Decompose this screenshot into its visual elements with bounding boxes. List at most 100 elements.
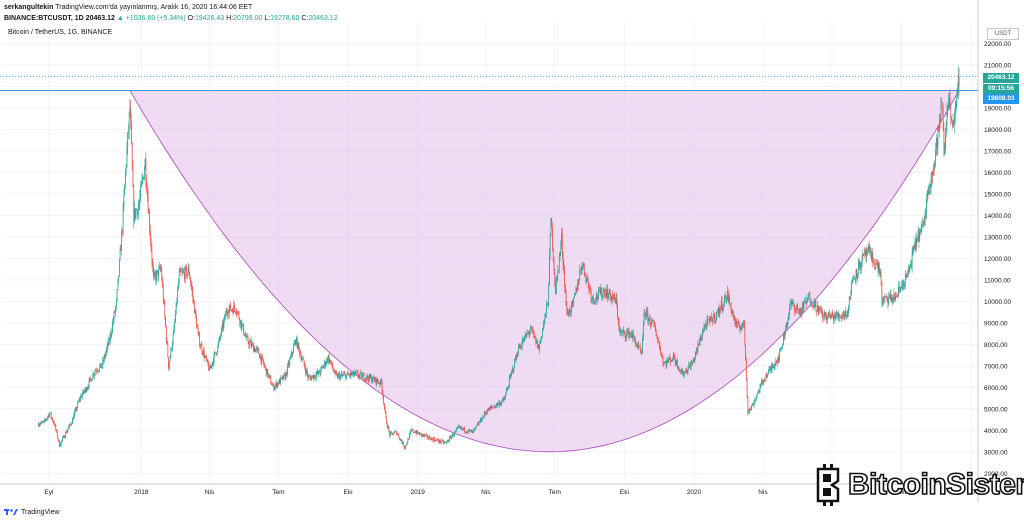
- candle: [603, 286, 605, 292]
- candle: [752, 403, 754, 407]
- candle: [847, 310, 849, 318]
- candle: [779, 348, 781, 352]
- currency-unit-button[interactable]: USDT: [987, 28, 1019, 40]
- y-tick-label: 10000.00: [984, 299, 1011, 306]
- cup-pattern-drawing[interactable]: [129, 90, 960, 453]
- candle: [545, 313, 547, 318]
- x-tick-label: Nis: [758, 489, 768, 496]
- candle: [530, 324, 531, 335]
- candle: [391, 431, 393, 436]
- candle: [784, 330, 786, 341]
- cup-shape[interactable]: [129, 90, 960, 453]
- y-tick-label: 22000.00: [984, 41, 1011, 48]
- candle: [456, 427, 458, 430]
- candle: [250, 336, 252, 350]
- candle: [234, 308, 236, 314]
- candle: [243, 333, 245, 337]
- candle: [641, 350, 643, 356]
- candle: [246, 333, 247, 341]
- candle: [281, 376, 283, 380]
- candle: [78, 399, 79, 404]
- candle: [358, 373, 360, 380]
- candle: [958, 68, 960, 96]
- candle: [885, 295, 887, 297]
- candle: [427, 436, 429, 441]
- candle: [617, 316, 619, 327]
- candle: [523, 337, 525, 343]
- candle: [562, 250, 564, 271]
- candle: [897, 292, 899, 298]
- candle: [249, 338, 251, 343]
- candle: [272, 383, 274, 388]
- candle: [628, 326, 630, 342]
- candle: [328, 351, 330, 364]
- candle: [552, 222, 553, 252]
- candle: [252, 342, 254, 347]
- candle: [725, 295, 727, 303]
- candle: [667, 357, 668, 364]
- candle: [679, 369, 681, 373]
- candle: [424, 433, 425, 438]
- price-axis[interactable]: 2000.00 3000.00 4000.00 5000.00 6000.00 7000.…: [984, 41, 1011, 478]
- candle: [776, 359, 777, 365]
- candle: [893, 288, 895, 303]
- candle: [691, 359, 693, 365]
- candle: [616, 293, 618, 308]
- candle: [395, 430, 397, 433]
- candle: [935, 134, 937, 157]
- candle: [51, 417, 53, 420]
- candle: [99, 364, 101, 372]
- candle: [199, 331, 201, 349]
- candle: [854, 277, 856, 284]
- last-price-tag: 20463.12: [983, 73, 1019, 83]
- candle: [728, 294, 730, 306]
- candle: [708, 318, 709, 321]
- candle: [362, 371, 363, 379]
- candle: [95, 368, 97, 371]
- candle: [203, 347, 204, 357]
- candle: [530, 325, 532, 330]
- candle: [40, 421, 42, 424]
- candle: [474, 427, 476, 431]
- candle: [942, 103, 944, 132]
- price-lines: [0, 76, 978, 92]
- candle: [143, 176, 144, 180]
- candle: [346, 370, 348, 376]
- candle: [348, 373, 350, 376]
- candle: [292, 351, 294, 358]
- candle: [330, 360, 332, 365]
- candle: [335, 368, 337, 378]
- candle: [232, 307, 234, 316]
- candle: [642, 333, 643, 354]
- candle: [435, 438, 437, 443]
- candle: [829, 309, 830, 318]
- candle: [284, 371, 285, 377]
- candle: [522, 335, 524, 344]
- candle: [337, 372, 339, 380]
- candle: [48, 414, 50, 418]
- candle: [409, 430, 411, 437]
- candle: [288, 360, 290, 368]
- author-name[interactable]: serkangultekin: [4, 4, 54, 11]
- candle: [305, 368, 307, 376]
- level-price-tag: 19808.03: [983, 94, 1019, 104]
- candle: [734, 315, 736, 327]
- candle: [939, 113, 941, 129]
- candle: [655, 322, 656, 333]
- candle: [948, 93, 949, 111]
- candle: [508, 384, 509, 389]
- low-value: 19278.60: [270, 15, 300, 22]
- candle: [41, 420, 43, 423]
- candle: [952, 113, 954, 128]
- candle: [72, 416, 74, 420]
- y-tick-label: 2000.00: [984, 471, 1008, 478]
- candle: [832, 309, 834, 319]
- candle: [577, 279, 578, 293]
- candle: [371, 377, 373, 384]
- candle: [597, 295, 599, 304]
- candle: [571, 299, 573, 309]
- candle: [528, 331, 530, 338]
- tradingview-footer[interactable]: TradingView: [4, 508, 60, 516]
- candle: [801, 307, 802, 319]
